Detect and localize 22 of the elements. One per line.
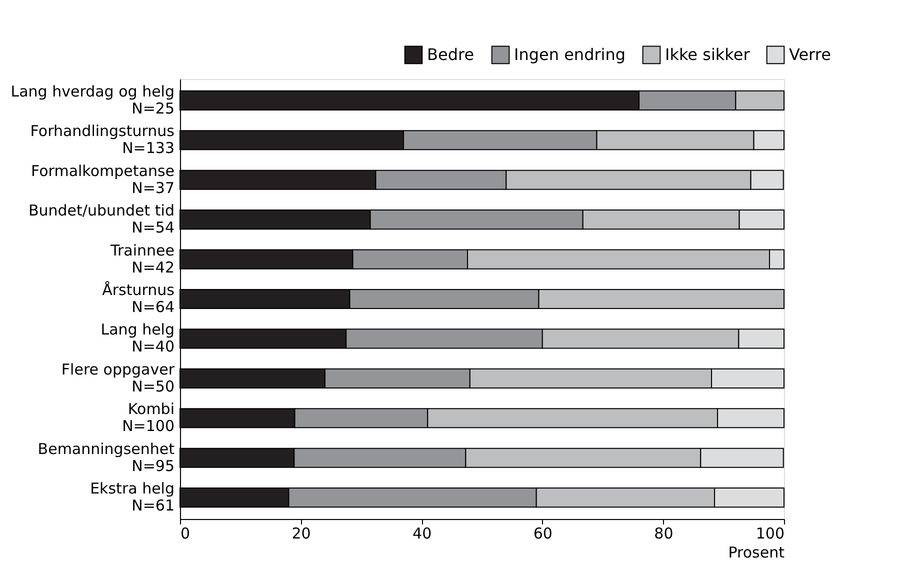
x-tick-label: 80: [654, 524, 674, 542]
x-tick-label: 0: [180, 524, 190, 542]
y-tick-label: Ekstra helg N=61: [90, 480, 174, 515]
x-tick-label: 40: [412, 524, 432, 542]
legend-label: Ikke sikker: [665, 44, 750, 64]
y-tick-label: Årsturnus N=64: [102, 281, 175, 316]
y-tick-label: Formalkompetanse N=37: [31, 162, 174, 197]
y-tick-label: Lang helg N=40: [100, 320, 174, 356]
y-tick-label: Lang hverdag og helg N=25: [10, 82, 174, 118]
x-tick-label: 20: [292, 524, 311, 542]
x-tick-label: 100: [756, 524, 784, 542]
y-tick-label: Forhandlingsturnus N=133: [30, 122, 175, 158]
y-tick-label: Flere oppgaver N=50: [61, 360, 176, 396]
y-tick-label: Bemanningsenhet N=95: [38, 440, 175, 475]
y-tick-label: Trainnee N=42: [110, 241, 174, 276]
x-axis-title: Prosent: [728, 544, 785, 562]
y-tick-label: Bundet/ubundet tid N=54: [28, 202, 174, 237]
legend-label: Ingen endring: [514, 44, 626, 64]
legend-label: Verre: [789, 44, 831, 64]
legend-label: Bedre: [427, 44, 474, 64]
x-tick-label: 60: [533, 524, 552, 542]
y-tick-label: Kombi N=100: [122, 400, 174, 436]
